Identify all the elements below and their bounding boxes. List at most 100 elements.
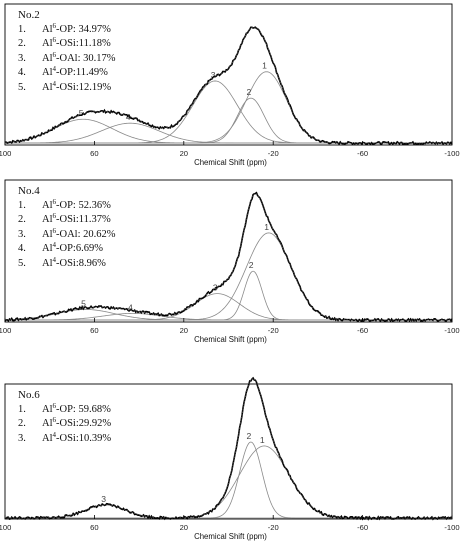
panel-no6: 1 2 3 100 60 20 -20 -60 -100 Chemical Shift (ppm)… (0, 376, 464, 550)
chart-title: No.6 (18, 389, 40, 401)
experimental-spectrum (4, 26, 453, 146)
legend-item-species: Al (42, 23, 53, 35)
legend-item-coordination: 6 (52, 401, 57, 410)
plot-frame (4, 3, 453, 146)
legend-item: 3. Al4-OSi:10.39% (18, 430, 111, 447)
legend-item-species: Al (42, 403, 53, 415)
x-tick-label: 20 (180, 149, 188, 158)
legend-item-species: Al (42, 432, 53, 444)
legend-item-assignment: -OAl: 20.62% (56, 228, 116, 240)
legend-item-coordination: 4 (52, 241, 57, 250)
x-tick-label: -100 (444, 523, 459, 532)
legend-item-species: Al (42, 38, 53, 50)
legend-item-number: 4. (18, 243, 26, 255)
legend-item: 3. Al6-OAl: 20.62% (18, 226, 116, 243)
legend-item-coordination: 6 (52, 50, 57, 59)
chart-no2: 1 2 3 4 5 100 60 20 -20 -60 -100 Chemical Shift (pp… (0, 3, 460, 167)
x-tick-label: 20 (180, 326, 188, 335)
x-tick-label: 60 (90, 326, 98, 335)
x-tick-label: -60 (357, 149, 368, 158)
peak-label-2: 2 (249, 260, 254, 270)
legend-item-assignment: -OP:11.49% (56, 67, 108, 79)
legend-item-assignment: -OSi:12.19% (56, 81, 112, 93)
legend-item-assignment: -OSi:8.96% (56, 257, 106, 269)
x-tick-label: 100 (0, 326, 11, 335)
x-tick-label: -100 (444, 326, 459, 335)
peak-label-5: 5 (81, 298, 86, 308)
component-peak-3 (5, 293, 452, 321)
legend-item-number: 2. (18, 214, 26, 226)
legend-item-assignment: -OAl: 30.17% (56, 52, 116, 64)
legend-item-coordination: 4 (52, 430, 57, 439)
legend-item-assignment: -OSi:11.18% (56, 38, 111, 50)
x-axis-label: Chemical Shift (ppm) (194, 335, 267, 344)
legend-item-species: Al (42, 67, 53, 79)
legend-item-assignment: -OSi:11.37% (56, 214, 111, 226)
peak-label-2: 2 (247, 431, 252, 441)
legend-item: 4. Al4-OP:11.49% (18, 66, 116, 81)
peak-label-2: 2 (247, 87, 252, 97)
peak-label-1: 1 (262, 61, 267, 71)
plot-frame (4, 383, 453, 520)
panel-no4: 1 2 3 4 5 100 60 20 -20 -60 -100 Chemical Shift (pp… (0, 176, 464, 351)
legend-item-number: 3. (18, 432, 26, 444)
legend-item-species: Al (42, 243, 53, 255)
legend-item-assignment: -OP: 52.36% (56, 199, 111, 211)
x-axis-label: Chemical Shift (ppm) (194, 532, 267, 541)
fitted-envelope (4, 193, 452, 321)
x-tick-label: 60 (90, 149, 98, 158)
x-tick-label: -60 (357, 523, 368, 532)
legend-item-coordination: 4 (52, 79, 57, 88)
x-axis-label: Chemical Shift (ppm) (194, 158, 267, 167)
legend-item: 3. Al6-OAl: 30.17% (18, 50, 116, 67)
x-tick-label: -20 (268, 523, 279, 532)
x-tick-label: -20 (268, 326, 279, 335)
x-tick-label: 100 (0, 149, 11, 158)
legend-item-number: 5. (18, 257, 26, 269)
component-peak-4 (5, 122, 452, 144)
legend-item-number: 3. (18, 228, 26, 240)
legend-item: 5. Al4-OSi:8.96% (18, 255, 116, 272)
legend-item: 2. Al6-OSi:11.18% (18, 37, 116, 52)
x-tick-label: 20 (180, 523, 188, 532)
legend-item-species: Al (42, 214, 53, 226)
legend-item-number: 1. (18, 403, 26, 415)
legend-no4: No.4 1. Al6-OP: 52.36% 2. Al6-OSi:11.37% 3. Al… (18, 184, 116, 272)
legend-item-coordination: 6 (52, 36, 57, 45)
peak-label-4: 4 (128, 302, 133, 312)
legend-item-coordination: 6 (52, 21, 57, 30)
chart-title: No.4 (18, 185, 40, 197)
legend-item-coordination: 4 (52, 65, 57, 74)
legend-item: 1. Al6-OP: 59.68% (18, 401, 111, 418)
legend-item-coordination: 6 (52, 197, 57, 206)
legend-item-assignment: -OP:6.69% (56, 243, 103, 255)
legend-item-species: Al (42, 81, 53, 93)
legend-item: 2. Al6-OSi:29.92% (18, 417, 111, 432)
legend-item-number: 3. (18, 52, 26, 64)
peak-label-5: 5 (79, 108, 84, 118)
legend-item-number: 5. (18, 81, 26, 93)
x-tick-label: 60 (90, 523, 98, 532)
legend-item: 4. Al4-OP:6.69% (18, 242, 116, 257)
legend-item-species: Al (42, 199, 53, 211)
x-tick-label: -20 (268, 149, 279, 158)
legend-no6: No.6 1. Al6-OP: 59.68% 2. Al6-OSi:29.92% 3. Al… (18, 388, 111, 446)
peak-label-3: 3 (101, 494, 106, 504)
legend-item-number: 2. (18, 38, 26, 50)
legend-item: 2. Al6-OSi:11.37% (18, 213, 116, 228)
legend-item-number: 1. (18, 199, 26, 211)
legend-item: 1. Al6-OP: 52.36% (18, 197, 116, 214)
x-tick-label: -100 (444, 149, 459, 158)
legend-item-assignment: -OSi:29.92% (56, 418, 112, 430)
legend-item-coordination: 6 (52, 212, 57, 221)
legend-item-number: 2. (18, 418, 26, 430)
legend-item-assignment: -OP: 59.68% (56, 403, 111, 415)
legend-item-coordination: 6 (52, 226, 57, 235)
legend-item-coordination: 4 (52, 255, 57, 264)
experimental-spectrum (4, 191, 453, 323)
peak-label-1: 1 (264, 222, 269, 232)
legend-item-species: Al (42, 257, 53, 269)
panel-no2: 1 2 3 4 5 100 60 20 -20 -60 -100 Chemical Shift (pp… (0, 0, 464, 167)
x-tick-label: -60 (357, 326, 368, 335)
legend-item-species: Al (42, 52, 53, 64)
